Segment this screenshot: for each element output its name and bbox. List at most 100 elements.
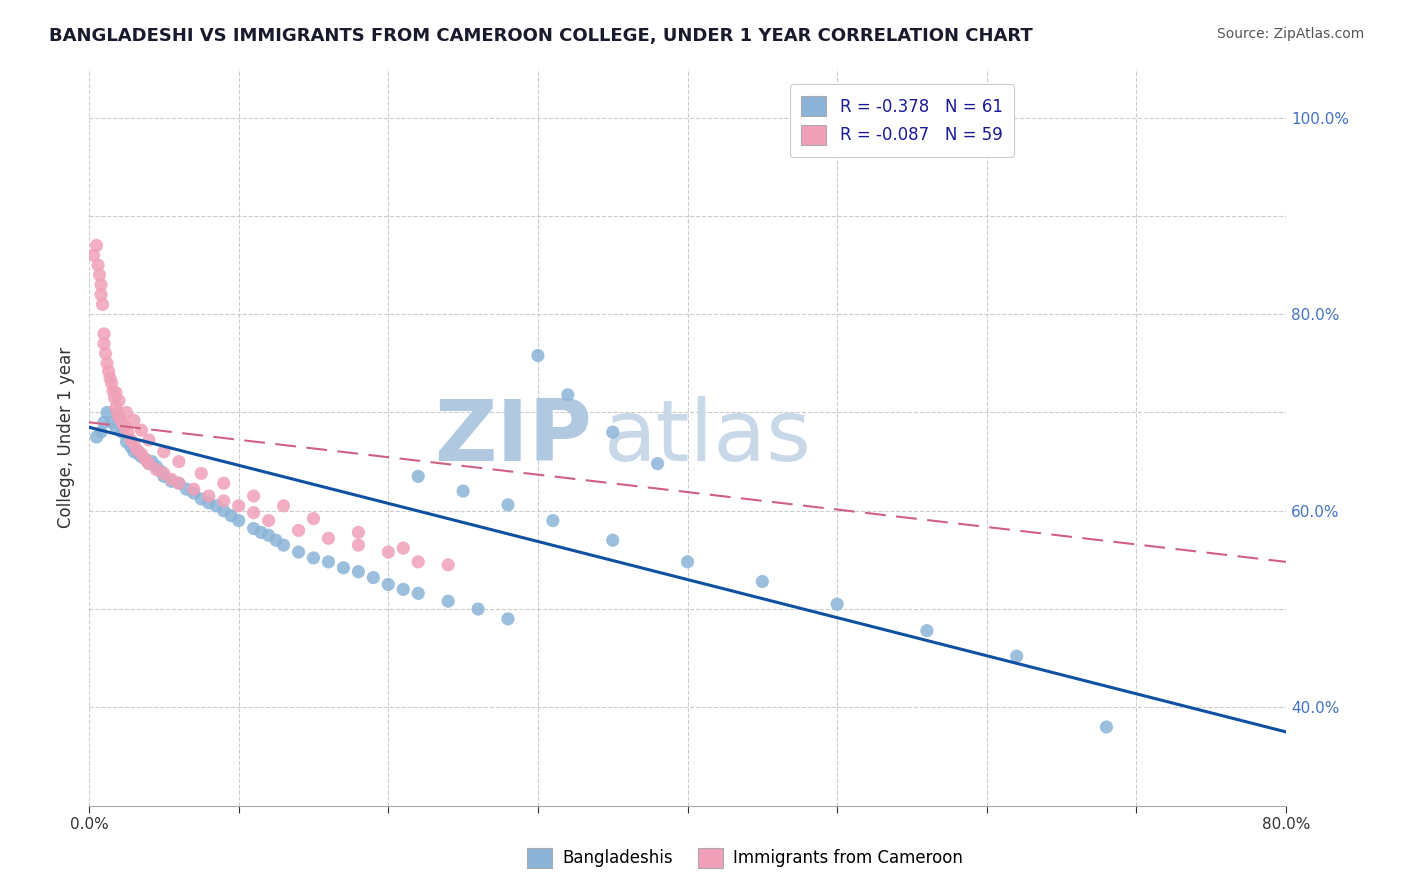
Point (107, 405, 129, 419)
Point (160, 472, 183, 486)
Point (90, 277, 112, 292)
Point (83, 248, 105, 262)
Point (183, 482, 205, 496)
Legend: Bangladeshis, Immigrants from Cameroon: Bangladeshis, Immigrants from Cameroon (520, 841, 970, 875)
Point (93, 326, 115, 341)
Text: Source: ZipAtlas.com: Source: ZipAtlas.com (1216, 27, 1364, 41)
Point (751, 574, 773, 589)
Point (496, 498, 519, 512)
Point (90, 425, 112, 439)
Point (98, 371, 121, 385)
Point (96, 356, 118, 370)
Point (287, 524, 309, 538)
Point (197, 489, 219, 503)
Point (111, 425, 134, 439)
Point (153, 469, 176, 483)
Point (347, 565, 370, 579)
Point (105, 420, 128, 434)
Point (363, 571, 385, 585)
Point (90, 287, 112, 301)
Point (183, 486, 205, 500)
Point (825, 597, 848, 611)
Point (153, 467, 176, 481)
Point (111, 415, 134, 429)
Point (101, 384, 124, 398)
Point (915, 624, 938, 638)
Point (1095, 720, 1118, 734)
Point (167, 476, 190, 491)
Point (86, 238, 108, 252)
Point (332, 561, 354, 575)
Point (242, 521, 264, 535)
Point (377, 545, 399, 559)
Point (114, 420, 136, 434)
Point (138, 433, 160, 447)
Point (527, 349, 550, 363)
Point (108, 393, 131, 408)
Point (392, 541, 415, 555)
Point (406, 469, 429, 483)
Point (105, 401, 128, 415)
Point (557, 388, 579, 402)
Point (120, 440, 142, 454)
Point (167, 476, 190, 491)
Point (122, 413, 145, 427)
Point (347, 525, 370, 540)
Point (212, 504, 235, 518)
Point (347, 538, 370, 552)
Point (149, 465, 172, 479)
Point (406, 555, 429, 569)
Point (176, 482, 198, 496)
Point (122, 445, 145, 459)
Point (257, 514, 280, 528)
Point (117, 425, 139, 439)
Point (190, 467, 212, 481)
Point (437, 558, 460, 572)
Point (437, 594, 460, 608)
Point (131, 447, 153, 461)
Point (100, 376, 122, 390)
Point (302, 550, 325, 565)
Point (108, 410, 131, 425)
Point (97, 364, 120, 378)
Point (93, 415, 115, 429)
Point (264, 533, 287, 548)
Point (145, 459, 167, 474)
Y-axis label: College, Under 1 year: College, Under 1 year (58, 346, 75, 528)
Legend: R = -0.378   N = 61, R = -0.087   N = 59: R = -0.378 N = 61, R = -0.087 N = 59 (790, 84, 1014, 157)
Point (228, 499, 250, 513)
Point (135, 452, 157, 467)
Point (1005, 649, 1028, 664)
Point (318, 531, 340, 545)
Point (406, 586, 429, 600)
Point (250, 525, 273, 540)
Point (602, 533, 624, 548)
Point (96, 405, 118, 419)
Point (467, 602, 489, 616)
Point (108, 410, 131, 425)
Point (205, 499, 228, 513)
Text: ZIP: ZIP (434, 395, 592, 478)
Point (167, 455, 190, 469)
Point (89, 268, 111, 282)
Point (115, 405, 138, 419)
Point (212, 494, 235, 508)
Point (105, 385, 128, 400)
Point (212, 476, 235, 491)
Text: atlas: atlas (603, 395, 811, 478)
Point (392, 582, 415, 597)
Point (273, 499, 295, 513)
Point (242, 489, 264, 503)
Point (153, 445, 176, 459)
Point (100, 415, 122, 429)
Point (103, 391, 125, 405)
Point (127, 447, 149, 461)
Point (120, 433, 142, 447)
Point (273, 538, 295, 552)
Point (160, 475, 183, 489)
Point (86, 430, 108, 444)
Point (125, 442, 148, 457)
Point (647, 457, 669, 471)
Point (287, 545, 309, 559)
Point (135, 452, 157, 467)
